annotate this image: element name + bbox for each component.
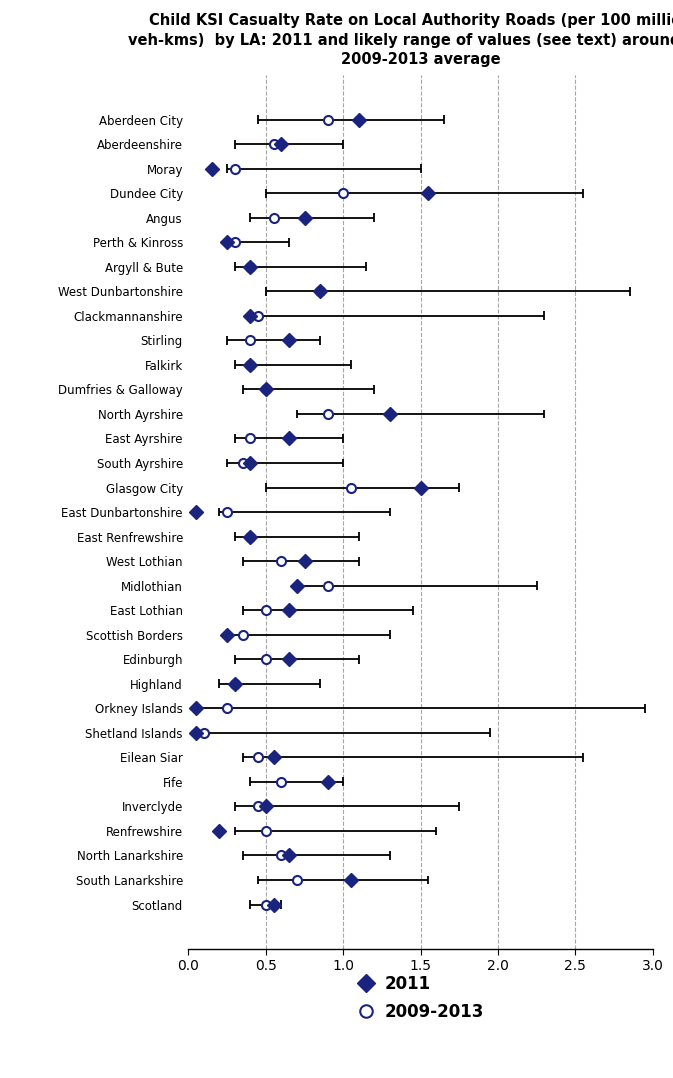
- Legend: 2011, 2009-2013: 2011, 2009-2013: [351, 968, 491, 1027]
- Title: Child KSI Casualty Rate on Local Authority Roads (per 100 million
veh-kms)  by L: Child KSI Casualty Rate on Local Authori…: [128, 13, 673, 67]
